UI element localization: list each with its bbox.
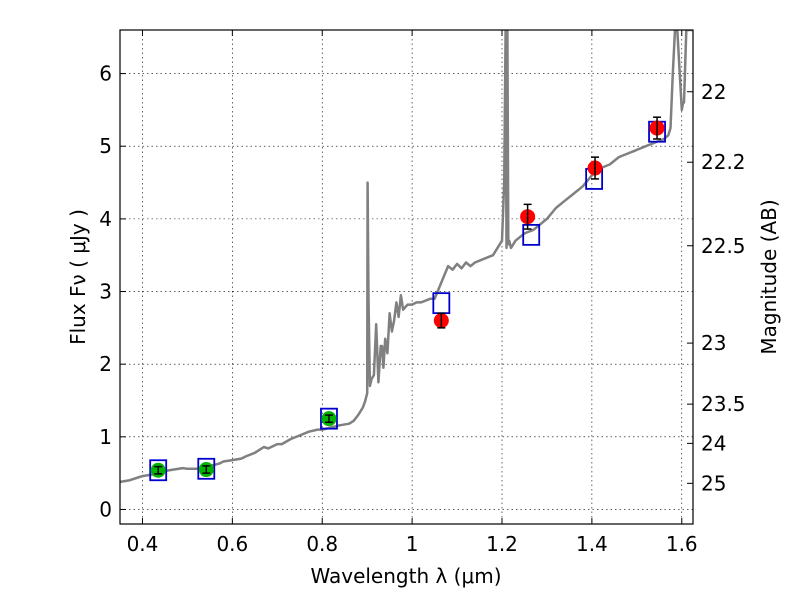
model-flux-box [197,457,216,480]
right-tick-label: 25 [701,471,726,495]
x-tick-label: 1.6 [666,532,698,556]
y-tick-label: 5 [99,134,112,158]
model-flux-box [320,407,338,430]
model-spectrum-line [120,30,693,484]
x-tick-label: 1 [406,532,419,556]
model-flux-box [522,223,541,246]
x-tick-label: 0.4 [127,532,159,556]
right-tick-label: 24 [701,431,726,455]
grid [120,30,693,524]
right-axis-title: Magnitude (AB) [757,199,781,354]
axis-ticks: 0.4 0.6 0.8 1 1.2 1.4 1.601234562222.222.52323… [99,30,746,556]
y-tick-label: 6 [99,62,112,86]
y-tick-label: 3 [99,280,112,304]
plot-area [120,30,693,484]
x-tick-label: 1.2 [486,532,518,556]
right-tick-label: 23 [701,331,726,355]
x-axis-title: Wavelength λ (μm) [310,564,501,588]
y-tick-label: 0 [99,497,112,521]
right-tick-label: 22 [701,80,726,104]
right-tick-label: 23.5 [701,392,746,416]
plot-frame [119,29,694,525]
model-flux-box [149,459,168,482]
y-axis-title: Flux Fν ( μJy ) [66,209,90,345]
y-tick-label: 4 [99,207,112,231]
x-tick-label: 0.8 [306,532,338,556]
x-tick-label: 0.6 [216,532,248,556]
y-tick-label: 2 [99,352,112,376]
x-tick-label: 1.4 [576,532,608,556]
right-tick-label: 22.2 [701,150,746,174]
right-tick-label: 22.5 [701,234,746,258]
y-tick-label: 1 [99,425,112,449]
